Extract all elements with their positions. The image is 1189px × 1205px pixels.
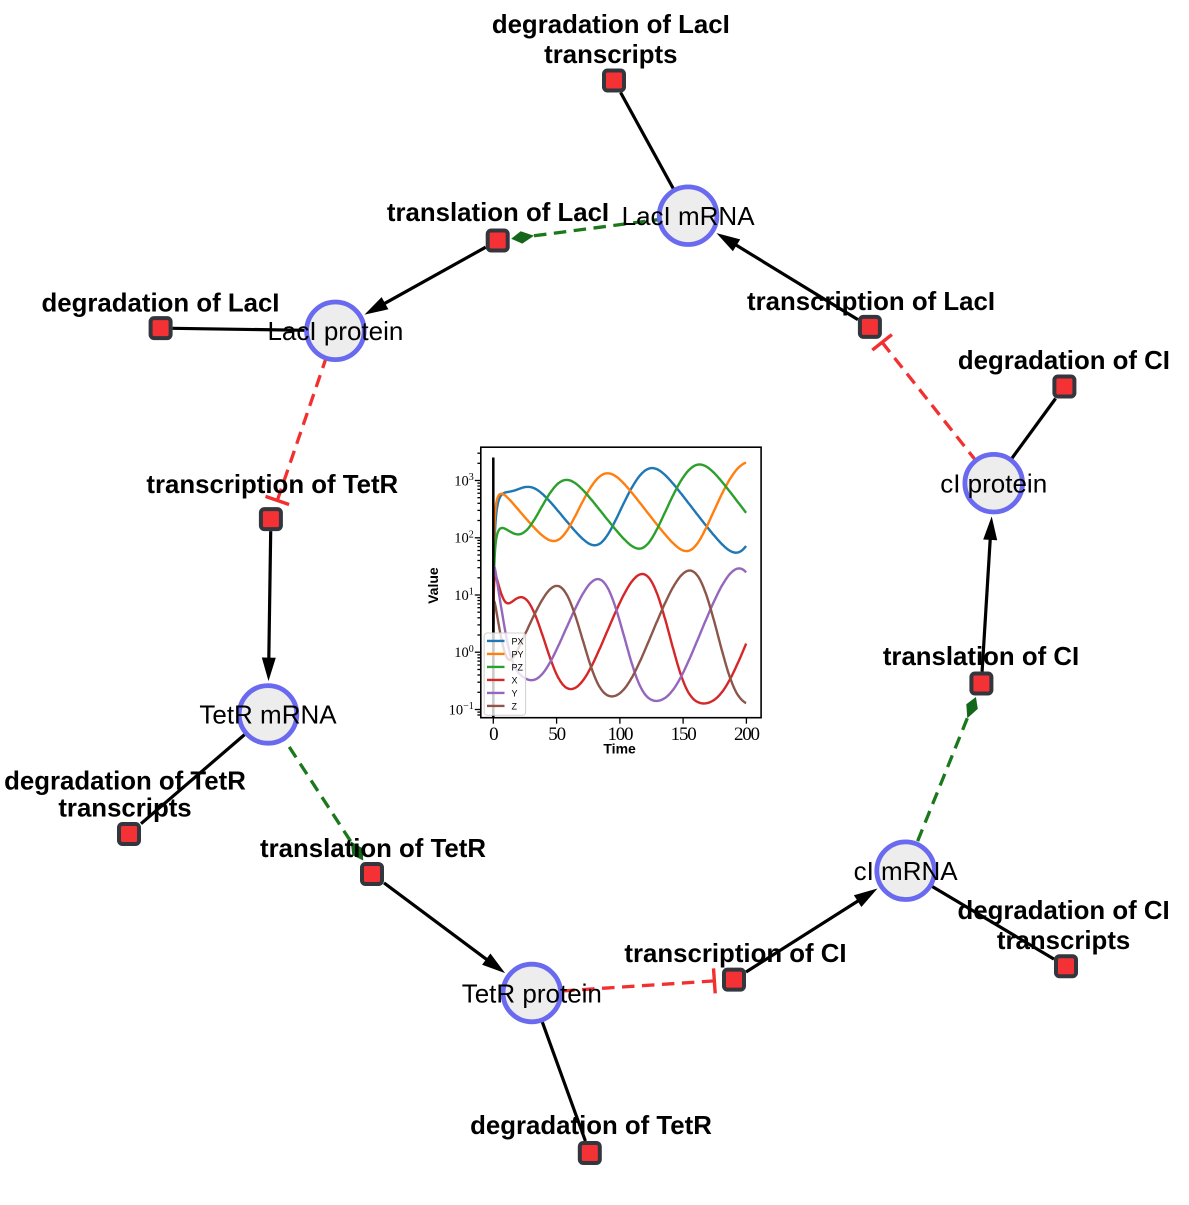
svg-text:100: 100 <box>607 724 633 745</box>
svg-text:translation of LacI: translation of LacI <box>387 199 609 227</box>
svg-text:101: 101 <box>454 587 474 604</box>
svg-text:degradation of CI: degradation of CI <box>958 347 1170 375</box>
svg-text:150: 150 <box>671 724 697 745</box>
svg-text:Time: Time <box>603 740 636 756</box>
svg-text:degradation of CI: degradation of CI <box>958 897 1170 925</box>
svg-text:Y: Y <box>512 688 518 698</box>
svg-text:Value: Value <box>425 567 441 604</box>
svg-text:LacI protein: LacI protein <box>267 316 403 346</box>
svg-text:transcripts: transcripts <box>997 927 1130 955</box>
svg-text:TetR mRNA: TetR mRNA <box>199 700 337 730</box>
svg-text:PZ: PZ <box>512 662 524 672</box>
svg-text:translation of CI: translation of CI <box>883 643 1079 671</box>
svg-text:degradation of TetR: degradation of TetR <box>470 1112 712 1140</box>
svg-text:100: 100 <box>454 644 474 661</box>
svg-text:transcripts: transcripts <box>544 41 677 69</box>
svg-text:degradation of LacI: degradation of LacI <box>42 290 280 318</box>
svg-text:LacI mRNA: LacI mRNA <box>622 201 756 231</box>
svg-text:transcription of CI: transcription of CI <box>624 940 846 968</box>
svg-text:degradation of LacI: degradation of LacI <box>492 11 730 39</box>
svg-text:PX: PX <box>512 636 524 646</box>
svg-text:102: 102 <box>454 529 474 546</box>
svg-text:transcription of LacI: transcription of LacI <box>747 288 995 316</box>
svg-text:10−1: 10−1 <box>449 701 474 718</box>
svg-text:0: 0 <box>489 724 498 745</box>
svg-text:translation of TetR: translation of TetR <box>260 835 486 863</box>
svg-text:200: 200 <box>734 724 760 745</box>
svg-text:cI protein: cI protein <box>940 469 1047 499</box>
svg-text:X: X <box>512 675 518 685</box>
svg-text:transcription of TetR: transcription of TetR <box>146 471 398 499</box>
svg-text:degradation of TetR: degradation of TetR <box>4 768 246 796</box>
svg-text:103: 103 <box>454 472 474 489</box>
svg-text:transcripts: transcripts <box>58 795 191 823</box>
svg-text:Z: Z <box>512 701 518 711</box>
svg-text:50: 50 <box>548 724 565 745</box>
svg-text:cI mRNA: cI mRNA <box>854 856 959 886</box>
svg-text:PY: PY <box>512 649 524 659</box>
svg-text:TetR protein: TetR protein <box>462 978 602 1008</box>
